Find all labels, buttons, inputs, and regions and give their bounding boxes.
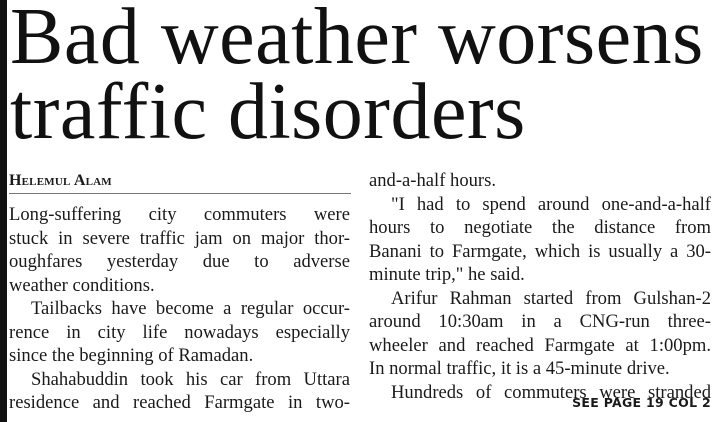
text-line: Shahabuddin took his car from Uttara (31, 368, 350, 390)
byline-rule (9, 193, 351, 194)
paragraph: and-a-half hours. (369, 169, 711, 193)
text-line: In normal traffic, it is a 45-minute dri… (369, 358, 670, 379)
headline: Bad weather worsens traffic disorders (10, 0, 725, 156)
paragraph: Tailbacks have become a regular occur-re… (9, 297, 350, 368)
text-line: rence in city life nowadays especially (9, 321, 350, 343)
headline-line: traffic disorders (10, 68, 526, 156)
headline-line: Bad weather worsens (10, 0, 704, 81)
text-line: Banani to Farmgate, which is usually a 3… (369, 240, 711, 262)
left-margin-bar (0, 0, 7, 422)
paragraph: Shahabuddin took his car from Uttara resi… (9, 368, 350, 415)
paragraph: Long-suffering city commuters were stuck … (9, 203, 350, 297)
article-column-2: and-a-half hours. "I had to spend around … (369, 169, 711, 404)
article-column-1: Long-suffering city commuters were stuck … (9, 203, 350, 415)
text-line: around 10:30am in a CNG-run three- (369, 311, 711, 332)
text-line: Tailbacks have become a regular occur- (31, 298, 350, 319)
text-line: since the beginning of Ramadan. (9, 345, 254, 366)
byline: Helemul Alam (9, 172, 112, 189)
text-line: Hundreds of commuters were stranded (391, 381, 711, 403)
continuation-note: SEE PAGE 19 COL 2 (572, 395, 711, 410)
text-line: weather conditions. (9, 274, 155, 296)
text-line: oughfares yesterday due to adverse (9, 251, 350, 272)
text-line: Arifur Rahman started from Gulshan-2 (391, 287, 711, 309)
text-line: residence and reached Farmgate in two- (9, 392, 350, 413)
text-line: wheeler and reached Farmgate at 1:00pm. (369, 334, 711, 356)
text-line: and-a-half hours. (369, 170, 497, 191)
text-line: Long-suffering city commuters were (9, 204, 350, 225)
paragraph: "I had to spend around one-and-a-half hou… (369, 193, 711, 287)
text-line: minute trip," he said. (369, 264, 525, 285)
paragraph: Arifur Rahman started from Gulshan-2 arou… (369, 287, 711, 381)
paragraph: Hundreds of commuters were stranded (369, 381, 711, 405)
text-line: stuck in severe traffic jam on major tho… (9, 227, 350, 249)
text-line: hours to negotiate the distance from (369, 217, 711, 238)
text-line: "I had to spend around one-and-a-half (391, 193, 711, 215)
